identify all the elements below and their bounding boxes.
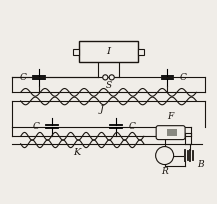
- Text: K: K: [73, 149, 80, 157]
- Text: B: B: [197, 160, 203, 169]
- Text: I: I: [106, 47, 111, 56]
- Text: R: R: [161, 167, 168, 176]
- Bar: [79, 41, 138, 62]
- Text: F: F: [168, 112, 174, 121]
- Circle shape: [109, 75, 114, 80]
- Text: C: C: [180, 73, 187, 82]
- Bar: [73, 49, 79, 55]
- Circle shape: [103, 75, 108, 80]
- Text: J: J: [100, 105, 104, 114]
- Bar: [172, 129, 177, 136]
- Bar: [138, 49, 144, 55]
- Bar: [167, 129, 172, 136]
- Text: S: S: [105, 81, 112, 90]
- FancyBboxPatch shape: [156, 126, 185, 140]
- Text: C: C: [129, 122, 135, 131]
- Text: C: C: [32, 122, 39, 131]
- Text: C: C: [19, 73, 26, 82]
- Circle shape: [156, 146, 174, 165]
